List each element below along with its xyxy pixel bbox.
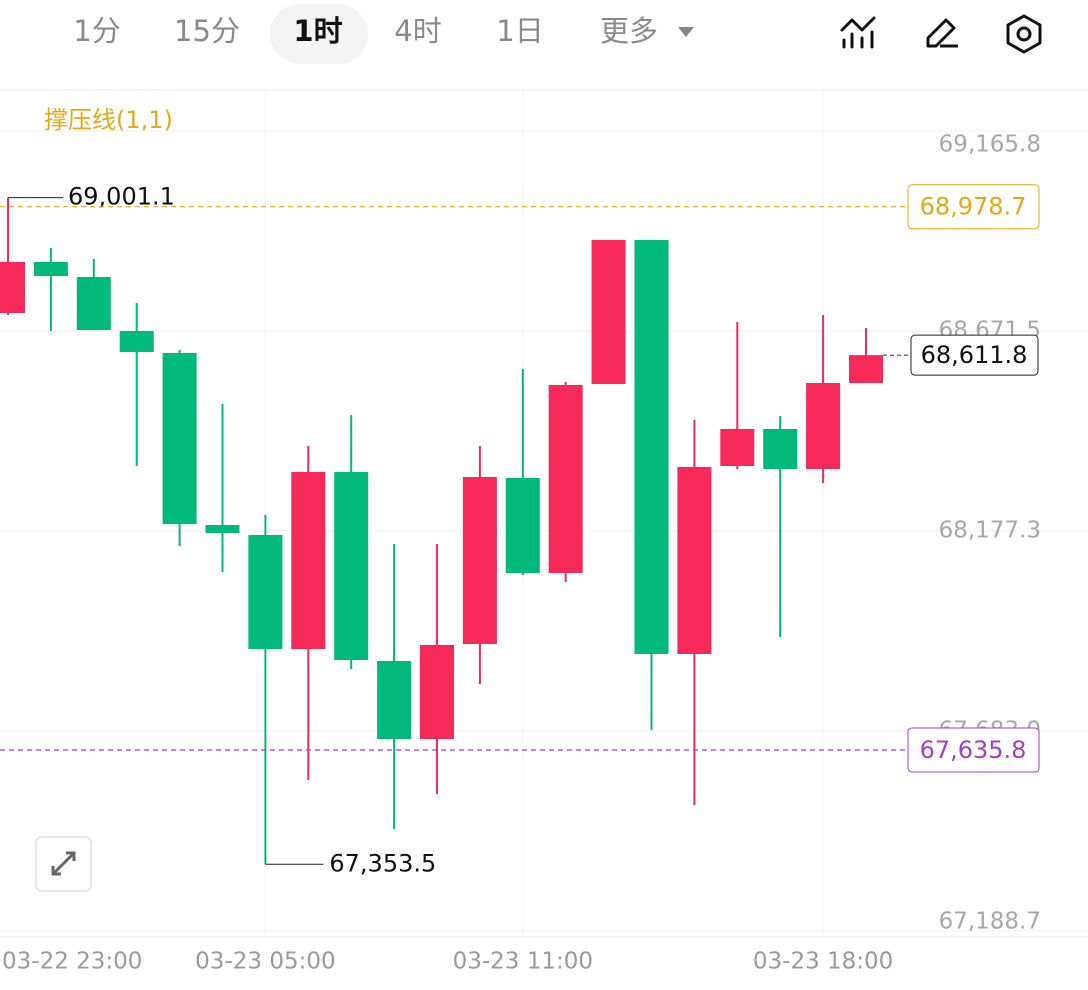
selected-tab-bg bbox=[270, 4, 368, 64]
candle-body bbox=[0, 261, 25, 313]
y-tick-label: 69,165.8 bbox=[939, 132, 1041, 158]
draw-icon[interactable] bbox=[926, 18, 958, 48]
x-tick-label: 03-23 18:00 bbox=[753, 949, 893, 975]
timeframe-tab[interactable]: 1时 bbox=[293, 14, 342, 48]
candle-body bbox=[205, 524, 240, 534]
candle-body bbox=[548, 384, 583, 573]
more-tab[interactable]: 更多 bbox=[600, 14, 658, 48]
indicator-icon[interactable] bbox=[840, 16, 876, 49]
max-label: 69,001.1 bbox=[68, 183, 175, 211]
candle-body bbox=[119, 330, 154, 352]
plot bbox=[0, 90, 1088, 937]
min-label: 67,353.5 bbox=[329, 849, 436, 877]
candle-body bbox=[291, 471, 326, 650]
toolbar: 更多 bbox=[270, 4, 1042, 64]
candle-body bbox=[334, 471, 369, 661]
timeframe-tab[interactable]: 1分 bbox=[73, 14, 120, 48]
candle-body bbox=[505, 477, 540, 573]
candle-body bbox=[806, 382, 841, 469]
timeframe-tab[interactable]: 1日 bbox=[496, 14, 543, 48]
x-tick-label: 03-22 23:00 bbox=[2, 949, 142, 975]
expand-button[interactable] bbox=[35, 836, 92, 892]
price-tag-label: 68,978.7 bbox=[920, 193, 1027, 221]
candle-body bbox=[677, 466, 712, 654]
candle-body bbox=[849, 355, 883, 383]
candle-body bbox=[634, 239, 669, 654]
candle-body bbox=[248, 534, 283, 650]
y-tick-label: 68,177.3 bbox=[939, 517, 1041, 543]
candle-body bbox=[720, 428, 755, 466]
x-tick-label: 03-23 11:00 bbox=[453, 949, 593, 975]
x-tick-label: 03-23 05:00 bbox=[195, 949, 335, 975]
candle-body bbox=[377, 660, 412, 739]
y-tick-label: 67,188.7 bbox=[939, 909, 1041, 935]
candle-body bbox=[462, 477, 497, 644]
timeframe-tab[interactable]: 4时 bbox=[394, 14, 441, 48]
more-caret[interactable] bbox=[678, 27, 694, 37]
candle-body bbox=[763, 428, 798, 469]
candle-body bbox=[420, 644, 454, 739]
indicator-label: 撑压线(1,1) bbox=[44, 106, 173, 134]
candle-body bbox=[76, 276, 111, 330]
price-tag-label: 67,635.8 bbox=[920, 736, 1027, 764]
price-tag bbox=[907, 727, 1040, 773]
current-price-label: 68,611.8 bbox=[921, 341, 1028, 369]
current-price-tag bbox=[910, 334, 1039, 376]
candle-body bbox=[33, 261, 68, 276]
price-tag bbox=[907, 184, 1040, 230]
candle-body bbox=[591, 239, 626, 384]
settings-icon[interactable] bbox=[1006, 14, 1042, 54]
timeframe-tab[interactable]: 15分 bbox=[174, 14, 240, 48]
candle-body bbox=[162, 352, 197, 524]
